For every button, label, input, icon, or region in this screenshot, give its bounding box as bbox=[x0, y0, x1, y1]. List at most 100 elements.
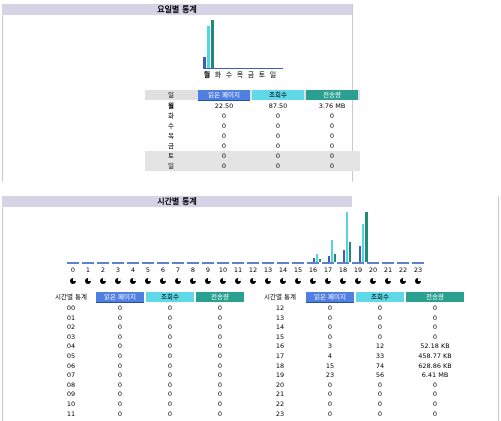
cell-views: 0 bbox=[275, 112, 281, 120]
bar-h18-transfer bbox=[349, 242, 351, 262]
clock-pie-icon bbox=[265, 278, 271, 284]
table-row: 04 0 0 0 bbox=[48, 342, 248, 352]
cell-pages: 0 bbox=[117, 332, 123, 341]
cell-transfer: 3.76 MB bbox=[318, 102, 346, 110]
bar-h16-pages bbox=[313, 258, 315, 262]
cell-transfer: 0 bbox=[329, 142, 335, 150]
cell-hour: 04 bbox=[66, 342, 76, 351]
bar-mon-transfer bbox=[211, 20, 214, 68]
hour-label: 15 bbox=[293, 266, 303, 274]
table-row: 22 0 0 0 bbox=[256, 400, 466, 410]
weekday-title: 요일별 통계 bbox=[2, 4, 352, 15]
bar-h19-pages bbox=[359, 246, 361, 262]
day-label-tue: 화 bbox=[214, 71, 222, 79]
clock-pie-icon bbox=[355, 278, 361, 284]
cell-transfer: 0 bbox=[432, 390, 438, 399]
clock-pie-icon bbox=[325, 278, 331, 284]
cell-hour: 00 bbox=[66, 304, 76, 312]
cell-transfer: 0 bbox=[329, 112, 335, 120]
cell-pages: 15 bbox=[325, 361, 335, 370]
cell-transfer: 0 bbox=[432, 313, 438, 322]
cell-pages: 0 bbox=[117, 352, 123, 360]
table-row: 18 15 74 628.86 KB bbox=[256, 362, 466, 372]
cell-pages: 0 bbox=[221, 142, 227, 150]
hour-label: 22 bbox=[398, 266, 408, 274]
cell-views: 0 bbox=[167, 409, 173, 418]
table-row: 14 0 0 0 bbox=[256, 323, 466, 333]
cell-transfer: 0 bbox=[217, 313, 223, 322]
weekday-bar-chart bbox=[200, 16, 272, 68]
cell-views: 0 bbox=[167, 313, 173, 322]
table-row: 00 0 0 0 bbox=[48, 304, 248, 314]
cell-transfer: 628.86 KB bbox=[418, 361, 452, 370]
cell-hour: 06 bbox=[66, 361, 76, 370]
cell-views: 0 bbox=[275, 152, 281, 160]
bar-h16-views bbox=[316, 254, 318, 262]
cell-pages: 0 bbox=[327, 332, 333, 341]
col-header-pages: 읽은 페이지 bbox=[306, 292, 354, 303]
day-label-wed: 수 bbox=[225, 71, 233, 79]
cell-views: 0 bbox=[275, 122, 281, 130]
cell-transfer: 6.41 MB bbox=[421, 371, 449, 380]
cell-hour: 10 bbox=[66, 400, 76, 408]
table-row: 수 0 0 0 bbox=[145, 121, 360, 131]
table-row: 07 0 0 0 bbox=[48, 371, 248, 381]
cell-day: 토 bbox=[168, 152, 174, 160]
cell-pages: 22.50 bbox=[214, 102, 234, 110]
clock-pie-icon bbox=[340, 278, 346, 284]
cell-pages: 0 bbox=[327, 304, 333, 312]
cell-views: 0 bbox=[167, 332, 173, 341]
hourly-table-left: 시간별 통계 읽은 페이지 조회수 전송량 00 0 0 0 01 0 0 0 02 0 0 0 03 0… bbox=[48, 292, 248, 420]
cell-views: 0 bbox=[167, 361, 173, 370]
cell-pages: 0 bbox=[117, 313, 123, 322]
hour-label: 13 bbox=[263, 266, 273, 274]
table-row: 03 0 0 0 bbox=[48, 333, 248, 343]
cell-pages: 0 bbox=[327, 409, 333, 418]
col-header-views: 조회수 bbox=[252, 90, 304, 100]
cell-views: 56 bbox=[375, 371, 385, 380]
hourly-panel bbox=[2, 196, 499, 421]
clock-pie-icon bbox=[190, 278, 196, 284]
cell-hour: 17 bbox=[275, 352, 285, 360]
cell-hour: 22 bbox=[275, 400, 285, 408]
cell-views: 0 bbox=[167, 342, 173, 351]
cell-pages: 0 bbox=[221, 132, 227, 140]
table-row: 금 0 0 0 bbox=[145, 141, 360, 151]
table-header-row: 시간별 통계 읽은 페이지 조회수 전송량 bbox=[48, 292, 248, 303]
col-header-transfer: 전송량 bbox=[406, 292, 464, 302]
cell-hour: 16 bbox=[275, 342, 285, 351]
cell-hour: 21 bbox=[275, 390, 285, 399]
table-row: 21 0 0 0 bbox=[256, 390, 466, 400]
weekday-day-labels: 월 화 수 목 금 토 일 bbox=[202, 70, 292, 80]
cell-pages: 0 bbox=[327, 323, 333, 332]
cell-views: 0 bbox=[167, 380, 173, 389]
hour-label: 20 bbox=[368, 266, 378, 274]
cell-day: 목 bbox=[168, 132, 174, 140]
cell-hour: 20 bbox=[275, 380, 285, 389]
table-row: 09 0 0 0 bbox=[48, 390, 248, 400]
cell-views: 0 bbox=[377, 390, 383, 399]
cell-views: 0 bbox=[377, 332, 383, 341]
cell-views: 0 bbox=[275, 162, 281, 170]
hour-label: 8 bbox=[190, 266, 196, 274]
cell-transfer: 0 bbox=[329, 162, 335, 170]
cell-hour: 07 bbox=[66, 371, 76, 380]
cell-views: 0 bbox=[275, 142, 281, 150]
cell-transfer: 0 bbox=[432, 380, 438, 389]
cell-transfer: 458.77 KB bbox=[418, 352, 452, 360]
cell-pages: 0 bbox=[117, 380, 123, 389]
hourly-bar-chart bbox=[310, 208, 390, 262]
bar-h17-transfer bbox=[334, 254, 336, 262]
hour-label: 14 bbox=[278, 266, 288, 274]
cell-transfer: 0 bbox=[432, 400, 438, 408]
bar-h19-transfer bbox=[365, 212, 368, 262]
clock-pie-icon bbox=[175, 278, 181, 284]
hour-label: 3 bbox=[115, 266, 121, 274]
col-header-hour: 시간별 통계 bbox=[256, 292, 304, 302]
cell-pages: 0 bbox=[221, 162, 227, 170]
table-row: 13 0 0 0 bbox=[256, 314, 466, 324]
hour-label: 21 bbox=[383, 266, 393, 274]
hour-labels: 0 1 2 3 4 5 6 7 8 9 10 11 12 13 14 15 16… bbox=[67, 266, 447, 276]
bar-mon-views bbox=[207, 26, 210, 68]
hour-label: 18 bbox=[338, 266, 348, 274]
